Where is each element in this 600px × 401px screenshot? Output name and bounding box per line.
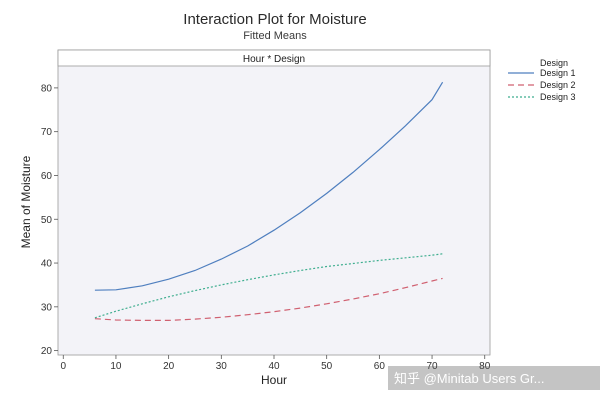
watermark-text: 知乎 @Minitab Users Gr...: [394, 371, 544, 386]
y-tick-label: 30: [41, 302, 53, 313]
x-tick-label: 50: [321, 361, 333, 372]
y-tick-label: 40: [41, 259, 53, 270]
chart-title: Interaction Plot for Moisture: [183, 11, 366, 28]
y-tick-label: 50: [41, 215, 53, 226]
panel-header: [57, 49, 491, 67]
series-line-design-3: [94, 253, 443, 319]
x-tick-label: 0: [60, 361, 66, 372]
legend-label: Design 2: [540, 80, 576, 90]
x-tick-label: 60: [374, 361, 386, 372]
x-axis: 0 10 20 30 40 50 60 70 80: [60, 355, 491, 372]
panel-label: Hour * Design: [243, 54, 305, 65]
series-line-design-1: [94, 81, 444, 291]
series-line-design-2: [94, 277, 443, 321]
y-tick-label: 60: [41, 171, 53, 182]
x-tick-label: 30: [216, 361, 228, 372]
x-tick-label: 80: [479, 361, 491, 372]
plot-background: [57, 49, 491, 356]
legend: Design Design 1 Design 2 Design 3: [508, 58, 576, 102]
legend-label: Design 1: [540, 68, 576, 78]
x-tick-label: 10: [110, 361, 122, 372]
chart-subtitle: Fitted Means: [243, 30, 307, 42]
series-layer: [94, 81, 444, 321]
watermark-background: [388, 366, 600, 390]
legend-label: Design 3: [540, 92, 576, 102]
y-tick-label: 20: [41, 346, 53, 357]
x-tick-label: 20: [163, 361, 175, 372]
y-tick-label: 80: [41, 83, 53, 94]
y-tick-label: 70: [41, 127, 53, 138]
y-axis-label: Mean of Moisture: [19, 155, 33, 248]
legend-title: Design: [540, 58, 568, 68]
x-tick-label: 40: [268, 361, 280, 372]
x-tick-label: 70: [426, 361, 438, 372]
y-axis: 20 30 40 50 60 70 80: [41, 83, 58, 357]
x-axis-label: Hour: [261, 373, 287, 387]
